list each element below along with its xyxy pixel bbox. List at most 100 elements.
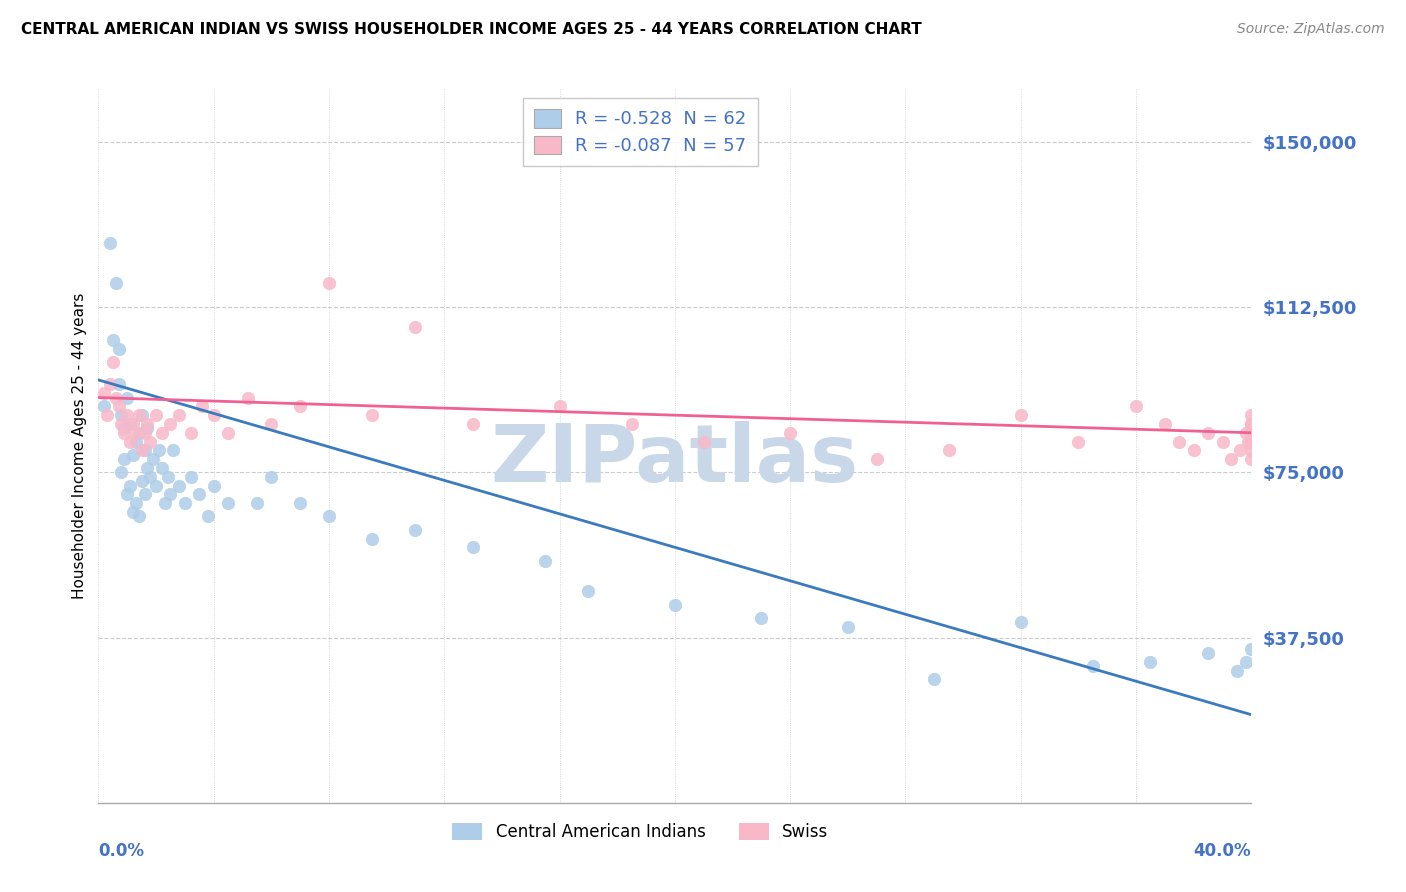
Point: [620, 417, 643, 431]
Point: [1229, 443, 1251, 458]
Point: [1240, 408, 1263, 422]
Point: [1226, 664, 1249, 678]
Point: [131, 475, 153, 489]
Legend: Central American Indians, Swiss: Central American Indians, Swiss: [446, 816, 835, 848]
Point: [122, 417, 145, 431]
Point: [1197, 646, 1219, 660]
Point: [664, 598, 686, 612]
Point: [1240, 425, 1263, 440]
Point: [125, 434, 148, 449]
Point: [1010, 615, 1032, 630]
Point: [112, 425, 135, 440]
Point: [191, 400, 214, 414]
Point: [131, 408, 153, 422]
Point: [779, 425, 801, 440]
Text: 0.0%: 0.0%: [98, 842, 145, 860]
Point: [156, 470, 179, 484]
Point: [139, 470, 162, 484]
Point: [120, 478, 142, 492]
Point: [134, 487, 156, 501]
Point: [125, 425, 148, 440]
Point: [122, 448, 145, 462]
Point: [188, 487, 211, 501]
Point: [405, 320, 427, 334]
Point: [1182, 443, 1205, 458]
Point: [1240, 641, 1263, 656]
Point: [534, 553, 557, 567]
Point: [246, 496, 269, 510]
Point: [1197, 425, 1219, 440]
Point: [162, 443, 184, 458]
Point: [142, 452, 165, 467]
Point: [1168, 434, 1191, 449]
Point: [1240, 417, 1263, 431]
Point: [1067, 434, 1090, 449]
Point: [145, 478, 167, 492]
Point: [260, 470, 283, 484]
Point: [110, 417, 132, 431]
Point: [150, 461, 173, 475]
Point: [96, 408, 118, 422]
Point: [107, 342, 129, 356]
Point: [136, 421, 159, 435]
Point: [318, 509, 340, 524]
Point: [405, 523, 427, 537]
Point: [1220, 452, 1243, 467]
Point: [693, 434, 716, 449]
Point: [134, 425, 156, 440]
Text: 40.0%: 40.0%: [1194, 842, 1251, 860]
Point: [548, 400, 571, 414]
Text: CENTRAL AMERICAN INDIAN VS SWISS HOUSEHOLDER INCOME AGES 25 - 44 YEARS CORRELATI: CENTRAL AMERICAN INDIAN VS SWISS HOUSEHO…: [21, 22, 922, 37]
Point: [1234, 425, 1257, 440]
Point: [120, 417, 142, 431]
Point: [117, 487, 139, 501]
Text: ZIPatlas: ZIPatlas: [491, 421, 859, 500]
Point: [125, 496, 148, 510]
Point: [1081, 659, 1104, 673]
Point: [238, 391, 260, 405]
Point: [110, 408, 132, 422]
Point: [131, 443, 153, 458]
Point: [167, 478, 190, 492]
Point: [938, 443, 960, 458]
Point: [1240, 443, 1263, 458]
Point: [159, 417, 181, 431]
Point: [180, 425, 202, 440]
Point: [128, 425, 150, 440]
Point: [174, 496, 197, 510]
Point: [1240, 417, 1263, 431]
Point: [1154, 417, 1177, 431]
Point: [134, 443, 156, 458]
Point: [159, 487, 181, 501]
Point: [361, 408, 384, 422]
Point: [104, 276, 127, 290]
Point: [260, 417, 283, 431]
Point: [1125, 400, 1147, 414]
Point: [1234, 655, 1257, 669]
Point: [136, 417, 159, 431]
Point: [93, 400, 115, 414]
Point: [101, 333, 124, 347]
Point: [148, 443, 170, 458]
Point: [128, 408, 150, 422]
Point: [136, 461, 159, 475]
Point: [361, 532, 384, 546]
Point: [107, 400, 129, 414]
Point: [167, 408, 190, 422]
Point: [197, 509, 219, 524]
Point: [98, 236, 121, 251]
Point: [112, 452, 135, 467]
Point: [122, 505, 145, 519]
Point: [1240, 434, 1263, 449]
Point: [93, 386, 115, 401]
Point: [1240, 452, 1263, 467]
Point: [751, 611, 773, 625]
Point: [461, 541, 484, 555]
Point: [290, 400, 312, 414]
Point: [145, 408, 167, 422]
Point: [150, 425, 173, 440]
Point: [104, 391, 127, 405]
Point: [1212, 434, 1234, 449]
Y-axis label: Householder Income Ages 25 - 44 years: Householder Income Ages 25 - 44 years: [72, 293, 87, 599]
Point: [1139, 655, 1161, 669]
